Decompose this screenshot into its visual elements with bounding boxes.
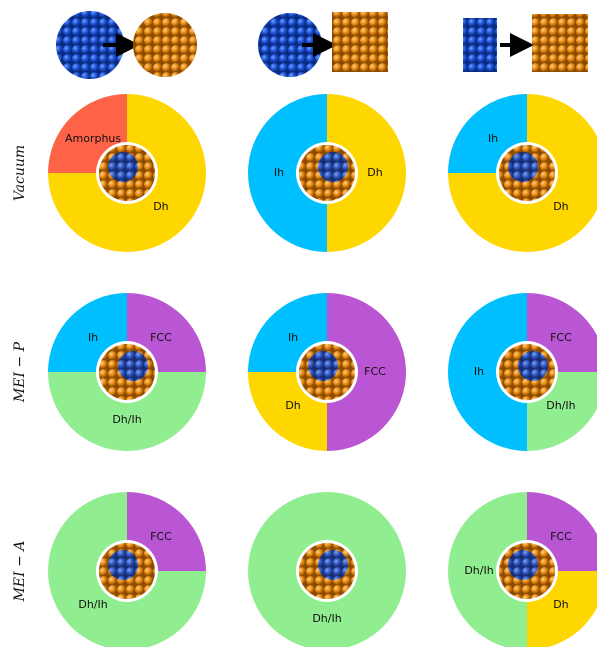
donut-segment [48,94,206,252]
cluster-blue [108,152,138,182]
blue-cluster [463,18,497,72]
donut-segment [327,293,406,451]
cluster-blue [508,550,538,580]
segment-label: Dh/Ih [312,612,341,625]
blue-cluster [258,13,322,77]
donut-segment [48,372,206,451]
donut: FCC Dh/Ih [48,492,206,647]
segment-label: Dh [285,399,300,412]
blue-cluster [56,11,124,79]
cluster-blue [508,152,538,182]
row-label: Vacuum [12,145,28,201]
cluster-blue [318,550,348,580]
segment-label: FCC [364,365,386,378]
row-label: MEI − A [12,541,28,603]
donut-segment [327,94,406,252]
donut: Dh Ih [448,94,597,252]
cluster-blue [308,351,338,381]
segment-label: Dh [553,200,568,213]
segment-label: Ih [274,166,284,179]
donut: FCC Dh/Ih Ih [448,293,597,451]
donut-segment [248,372,327,451]
donut: Dh Ih [248,94,406,252]
donut-segment [48,293,127,372]
donut-segment [127,293,206,372]
donut: Dh Amorphus [48,94,206,252]
segment-label: FCC [150,331,172,344]
donut-segment [448,293,527,451]
donut-segment [48,94,127,173]
donut-segment [248,492,406,647]
segment-label: Ih [88,331,98,344]
segment-label: Dh [153,200,168,213]
orange-cluster [532,14,588,72]
donut-segment [448,94,597,252]
cluster-blue [108,550,138,580]
segment-label: Dh [553,598,568,611]
donut: Dh/Ih [248,492,406,647]
donut-segment [527,293,597,372]
cluster-blue [118,351,148,381]
segment-label: Amorphus [65,132,121,145]
segment-label: Dh/Ih [78,598,107,611]
segment-label: Dh/Ih [464,564,493,577]
orange-cluster [133,13,197,77]
donut: FCC Dh Ih [248,293,406,451]
cluster-blue [318,152,348,182]
segment-label: Ih [488,132,498,145]
segment-label: Dh [367,166,382,179]
orange-cluster [332,12,388,72]
segment-label: Ih [474,365,484,378]
donut: FCC Dh Dh/Ih [448,492,597,647]
donut: FCC Dh/Ih Ih [48,293,206,451]
donut-grid: Dh Amorphus Dh Ih Dh Ih FCC Dh/Ih Ih FCC Dh Ih FCC Dh… [12,94,597,647]
segment-label: FCC [550,331,572,344]
donut-segment [248,94,327,252]
donut-segment [448,94,527,173]
donut-segment [527,492,597,571]
donut-segment [248,293,327,372]
row-label: MEI − P [12,341,28,403]
donut-segment [448,492,527,647]
cluster-blue [518,351,548,381]
segment-label: FCC [550,530,572,543]
donut-segment [527,571,597,647]
segment-label: Ih [288,331,298,344]
segment-label: Dh/Ih [546,399,575,412]
top-illustrations [56,11,588,79]
donut-segment [127,492,206,571]
segment-label: FCC [150,530,172,543]
segment-label: Dh/Ih [112,413,141,426]
donut-segment [48,492,206,647]
donut-segment [527,372,597,451]
